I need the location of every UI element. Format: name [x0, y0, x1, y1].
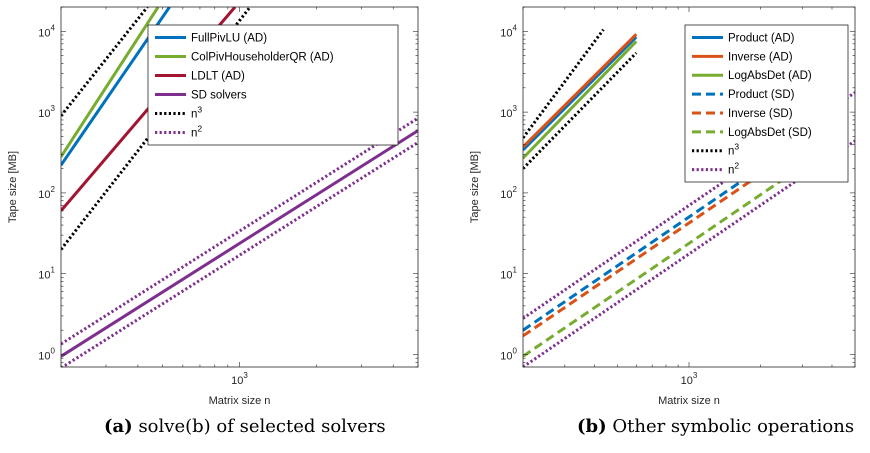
legend-box-a [147, 24, 399, 146]
chart-a: 100 101 102 103 104 103 Matrix size n Tape size… [7, 6, 419, 407]
y-tick-label-a-0: 100 [38, 346, 55, 362]
y-tick-label-a-4: 104 [38, 23, 55, 39]
legend-label-b-5: LogAbsDet (SD) [728, 127, 812, 139]
series-line-b-6 [523, 28, 605, 139]
legend-label-a-2: LDLT (AD) [191, 71, 245, 83]
chart-b: 100 101 102 103 104 103 Matrix size n Tape size… [469, 6, 856, 407]
legend-box-b [684, 24, 849, 183]
legend-label-a-1: ColPivHouseholderQR (AD) [191, 52, 334, 64]
series-line-b-0 [523, 35, 638, 152]
caption-a: (a) solve(b) of selected solvers [104, 416, 386, 437]
y-tick-label-b-2: 102 [500, 185, 517, 201]
y-tick-label-b-0: 100 [500, 346, 517, 362]
legend-label-b-1: Inverse (AD) [728, 51, 793, 63]
series-line-a-3 [61, 129, 418, 358]
y-tick-label-b-1: 101 [500, 266, 517, 282]
caption-a-text: solve(b) of selected solvers [138, 416, 386, 437]
legend-label-b-2: LogAbsDet (AD) [728, 70, 812, 82]
series-line-a-4 [61, 7, 149, 117]
legend-label-b-6: n3 [728, 142, 739, 158]
legend-b: Product (AD) Inverse (AD) LogAbsDet (AD) Pr… [684, 24, 849, 183]
series-line-b-6-b [523, 51, 638, 170]
legend-label-a-5: n2 [191, 124, 202, 140]
legend-label-b-7: n2 [728, 161, 739, 177]
legend-label-a-0: FullPivLU (AD) [191, 33, 267, 45]
legend-label-b-3: Product (SD) [728, 89, 795, 101]
x-axis-label-a: Matrix size n [209, 395, 271, 407]
y-tick-label-b-4: 104 [500, 23, 517, 39]
series-line-a-5-b [61, 141, 418, 367]
y-tick-label-a-3: 103 [38, 104, 55, 120]
y-tick-label-a-2: 102 [38, 185, 55, 201]
y-tick-label-a-1: 101 [38, 266, 55, 282]
legend-label-b-4: Inverse (SD) [728, 108, 793, 120]
legend-label-a-3: SD solvers [191, 90, 247, 102]
series-line-a-1 [61, 7, 160, 158]
figure: 100 101 102 103 104 103 Matrix size n Tape size… [7, 6, 856, 407]
y-axis-label-b: Tape size [MB] [469, 151, 481, 223]
legend-label-a-4: n3 [191, 105, 202, 121]
series-line-b-2 [523, 40, 638, 160]
series-line-b-1 [523, 33, 638, 149]
series-line-a-5 [61, 116, 418, 346]
legend-label-b-0: Product (AD) [728, 32, 795, 44]
x-tick-label-a-0: 103 [231, 371, 248, 387]
caption-b-label: (b) [577, 416, 607, 437]
legend-a: FullPivLU (AD) ColPivHouseholderQR (AD) LD… [147, 24, 399, 146]
y-tick-label-b-3: 103 [500, 104, 517, 120]
x-tick-label-b-0: 103 [681, 371, 698, 387]
x-axis-label-b: Matrix size n [658, 395, 720, 407]
caption-b: (b) Other symbolic operations [577, 416, 854, 437]
y-axis-label-a: Tape size [MB] [7, 151, 19, 223]
caption-b-text: Other symbolic operations [612, 416, 855, 437]
caption-a-label: (a) [104, 416, 133, 437]
